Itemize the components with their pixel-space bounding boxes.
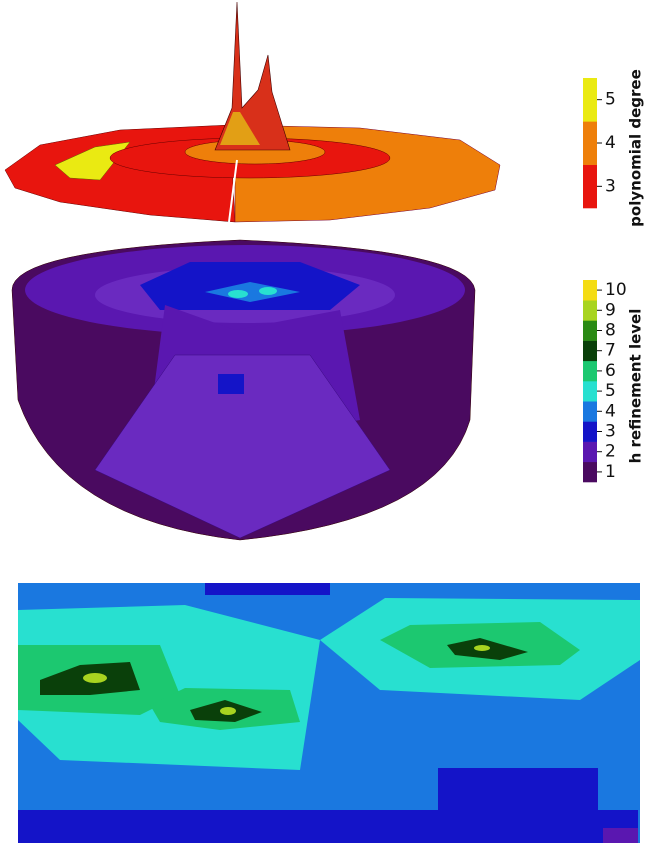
colorbar-tick-label: 4 xyxy=(605,401,616,421)
colorbar-segment xyxy=(583,340,597,362)
colorbar-tick-label: 8 xyxy=(605,321,616,341)
colorbar-segment xyxy=(583,381,597,402)
colorbar-tick-label: 3 xyxy=(605,176,616,196)
colorbar-tick-label: 10 xyxy=(605,280,627,300)
colorbar-tick-label: 3 xyxy=(605,422,616,442)
colorbar-title: h refinement level xyxy=(627,309,645,464)
refinement-closeup xyxy=(18,583,640,843)
colorbar-tick-label: 2 xyxy=(605,442,616,462)
colorbar-segment xyxy=(583,121,597,165)
colorbar-segment xyxy=(583,280,597,301)
colorbar-tick-label: 9 xyxy=(605,300,616,320)
colorbar-title: polynomial degree xyxy=(627,69,645,227)
colorbar-tick-label: 1 xyxy=(605,462,616,482)
colorbar-tick-label: 4 xyxy=(605,133,616,153)
colorbar-segment xyxy=(583,401,597,422)
colorbar-segment xyxy=(583,441,597,463)
colorbar-tick-label: 5 xyxy=(605,90,616,110)
colorbar-tick-label: 7 xyxy=(605,341,616,361)
colorbar-segment xyxy=(583,78,597,122)
colorbar-segment xyxy=(583,461,597,483)
colorbar-tick-label: 5 xyxy=(605,381,616,401)
colorbar-tick-label: 6 xyxy=(605,361,616,381)
polynomial-degree-disk xyxy=(4,1,501,223)
colorbar-segment xyxy=(583,164,597,209)
colorbar-segment xyxy=(583,421,597,442)
h-refinement-bowl xyxy=(11,239,476,541)
colorbar-segment xyxy=(583,360,597,382)
colorbar-segment xyxy=(583,320,597,341)
colorbar-segment xyxy=(583,300,597,321)
